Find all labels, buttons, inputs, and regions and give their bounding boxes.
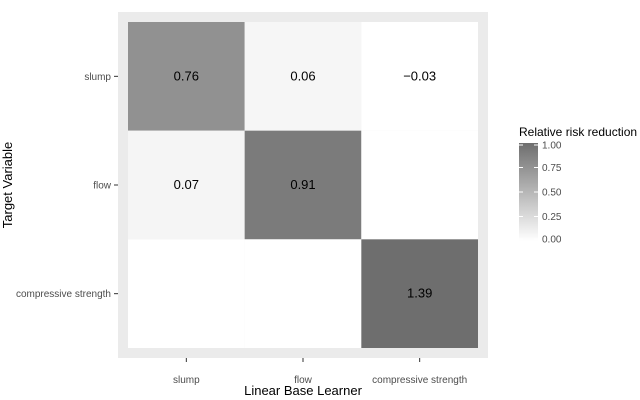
y-tick-label: slump [84, 72, 111, 83]
x-axis-title: Linear Base Learner [244, 383, 362, 398]
heatmap-cell [244, 22, 362, 131]
heatmap-cell [244, 130, 362, 240]
x-tick-label: slump [173, 375, 200, 386]
y-axis: slump flow compressive strength [16, 72, 118, 300]
legend-title: Relative risk reduction [519, 125, 637, 139]
cell-value-label: 0.07 [174, 177, 199, 192]
heatmap-cells [128, 22, 478, 348]
legend-tick-label: 0.50 [542, 188, 562, 199]
legend-tick-label: 0.00 [542, 235, 562, 246]
heatmap-cell [361, 22, 478, 131]
legend-colorbar [519, 143, 538, 241]
cell-value-label: 0.76 [174, 68, 199, 83]
heatmap-cell [128, 239, 245, 348]
y-tick-label: compressive strength [16, 289, 111, 300]
heatmap-cell [361, 130, 478, 240]
heatmap-cell [361, 239, 478, 348]
y-tick-label: flow [93, 181, 112, 192]
cell-value-label: 0.06 [290, 68, 315, 83]
x-tick-label: flow [294, 375, 313, 386]
legend-ticks: 1.00 0.75 0.50 0.25 0.00 [519, 141, 562, 246]
legend-tick-label: 0.75 [542, 163, 562, 174]
legend-tick-label: 1.00 [542, 141, 562, 152]
x-tick-label: compressive strength [372, 375, 467, 386]
cell-value-label: 0.91 [290, 177, 315, 192]
heatmap-cell [244, 239, 362, 348]
cell-value-label: 1.39 [407, 286, 432, 301]
heatmap-cell [128, 130, 245, 240]
x-axis: slump flow compressive strength [173, 358, 467, 386]
heatmap-cell-labels: 0.76 0.06 −0.03 0.07 0.91 1.39 [174, 68, 436, 300]
legend: Relative risk reduction 1.00 0.75 0.50 0.25… [519, 125, 637, 246]
y-axis-title: Target Variable [0, 142, 15, 228]
legend-tick-label: 0.25 [542, 212, 562, 223]
heatmap-cell [128, 22, 245, 131]
cell-value-label: −0.03 [403, 68, 436, 83]
